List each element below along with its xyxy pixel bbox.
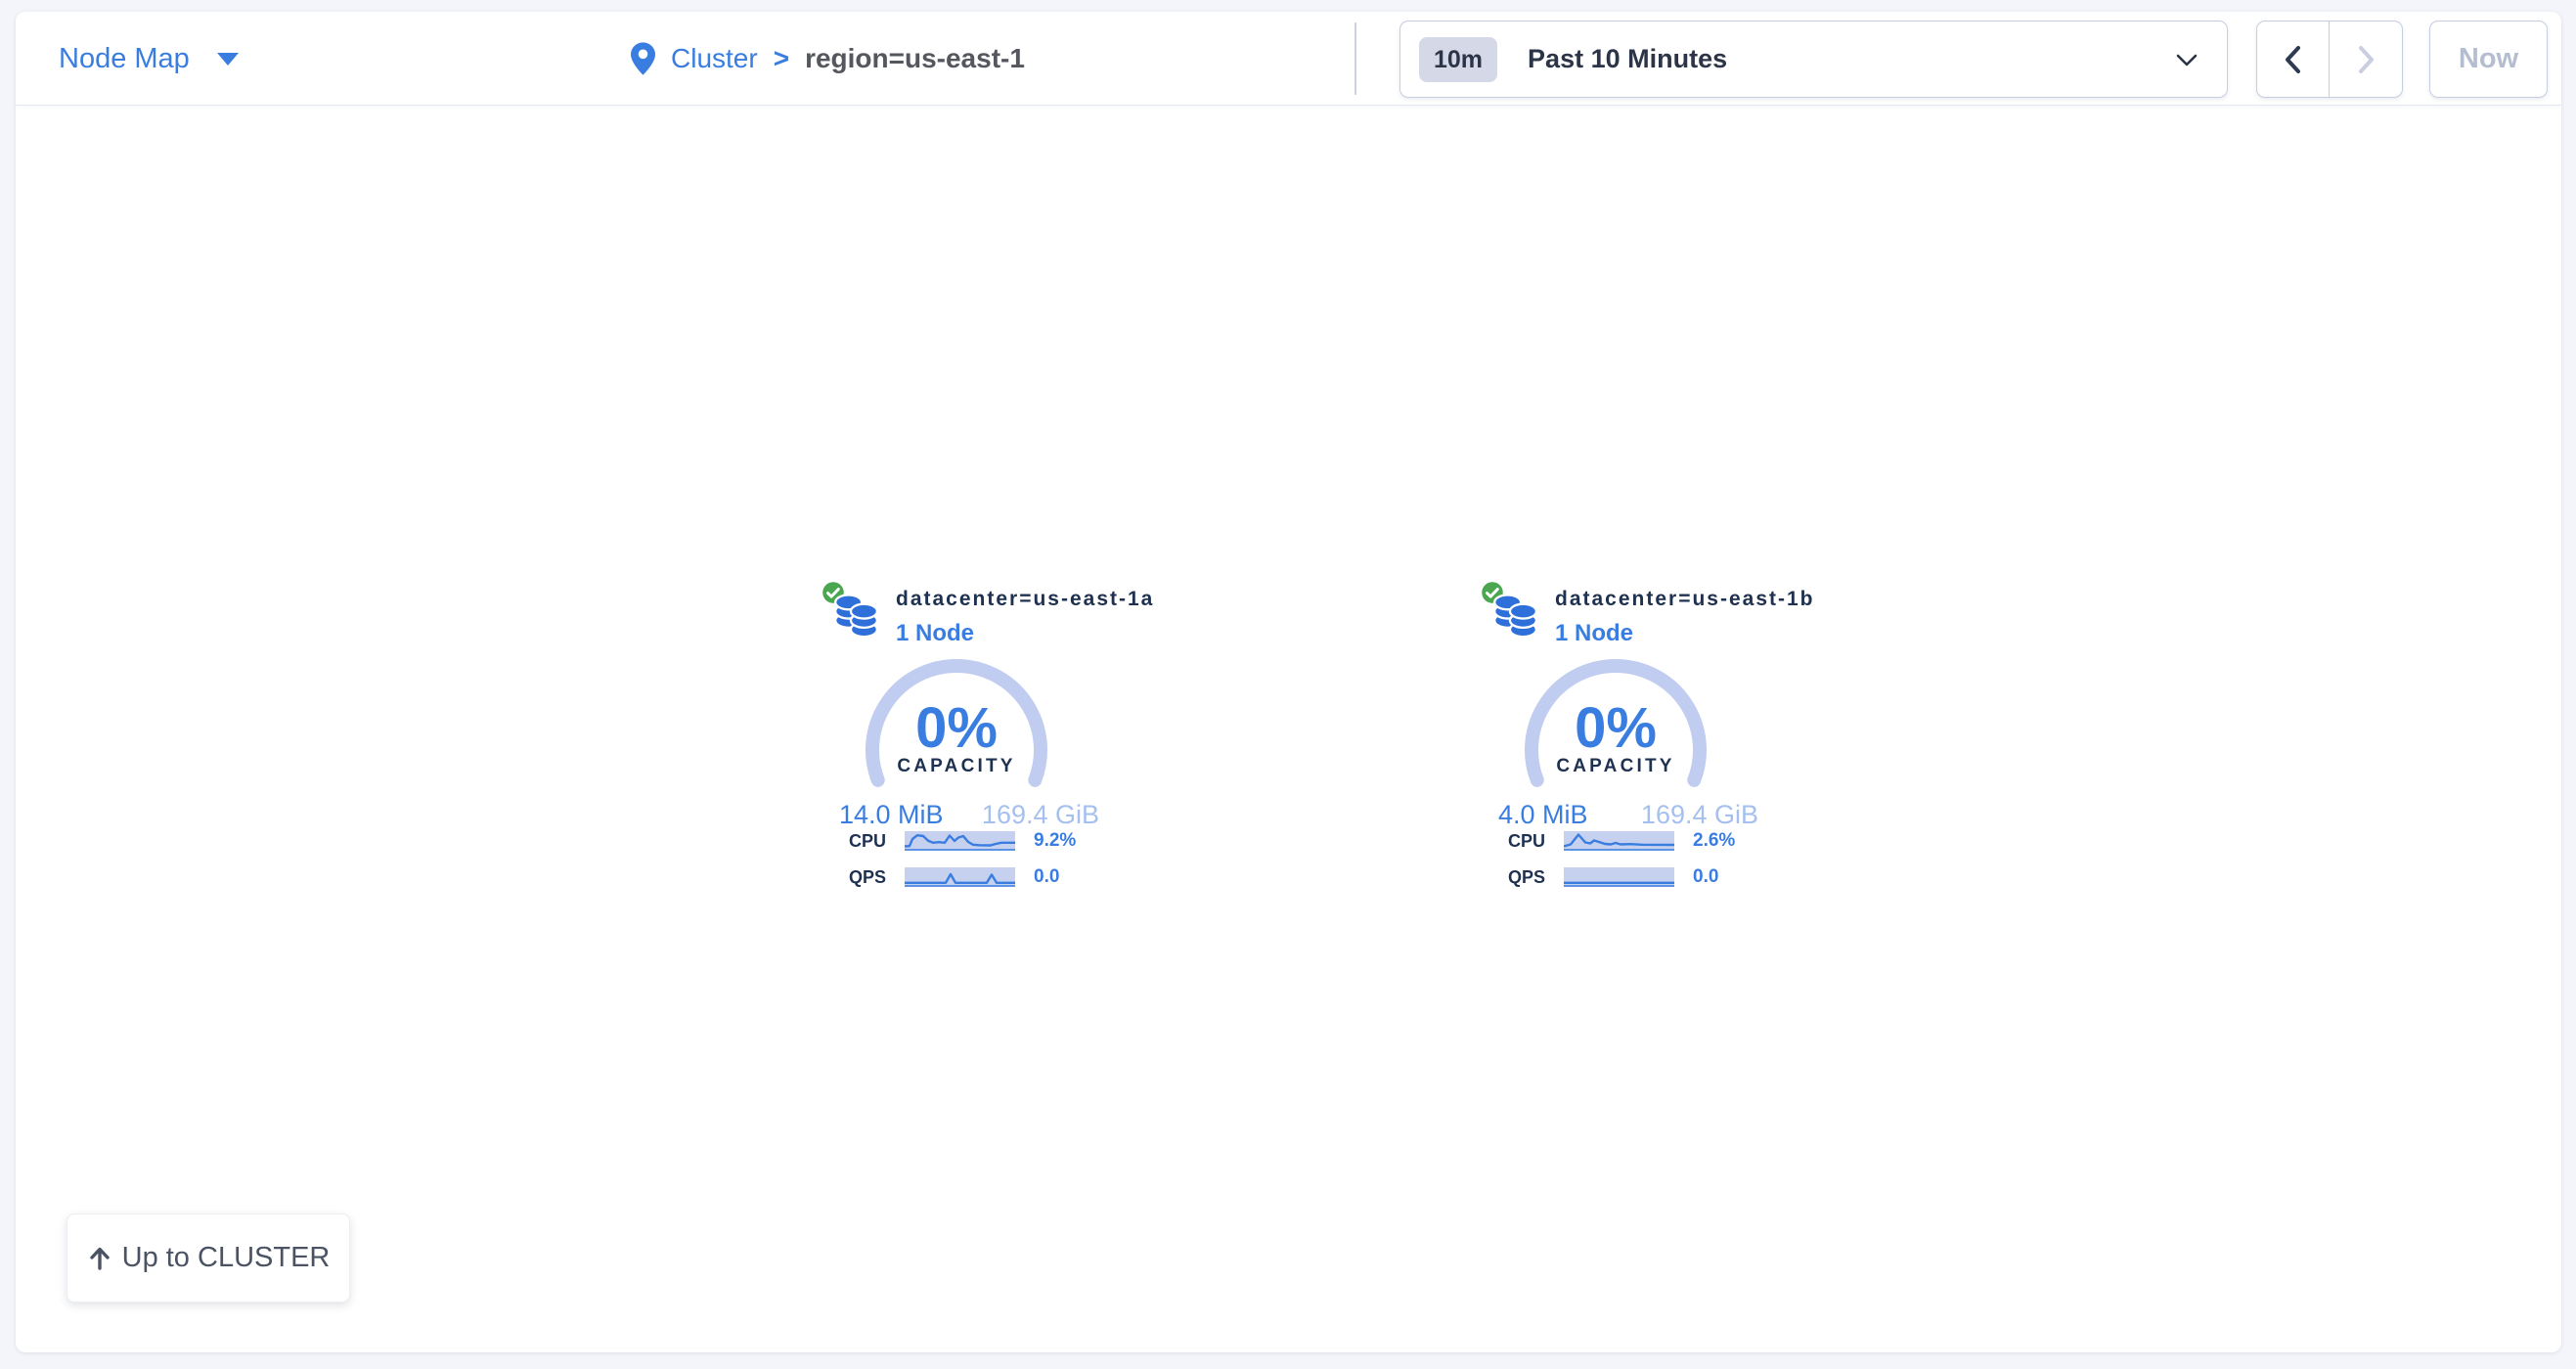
cpu-sparkline [1564, 831, 1674, 851]
capacity-used: 4.0 MiB [1498, 800, 1588, 829]
time-window-label: Past 10 Minutes [1528, 44, 1728, 73]
locality-card-us-east-1a[interactable]: datacenter=us-east-1a 1 Node 0% CAPACITY… [820, 572, 1152, 900]
qps-sparkline [1564, 867, 1674, 887]
capacity-total: 169.4 GiB [1640, 800, 1758, 829]
cpu-value: 9.2% [1034, 830, 1077, 851]
time-nav-group [2256, 21, 2403, 98]
database-stack-icon [833, 588, 880, 643]
capacity-gauge: 0% CAPACITY [1518, 652, 1713, 848]
breadcrumb-separator: > [773, 43, 790, 73]
qps-label: QPS [848, 867, 886, 887]
cpu-row: CPU 9.2% [822, 831, 1115, 851]
time-next-button[interactable] [2330, 22, 2402, 97]
header-divider [1355, 22, 1356, 95]
view-selector-label: Node Map [59, 42, 190, 74]
up-to-cluster-button[interactable]: Up to CLUSTER [67, 1214, 350, 1303]
capacity-gauge: 0% CAPACITY [859, 652, 1054, 848]
qps-value: 0.0 [1693, 866, 1719, 887]
locality-node-count: 1 Node [1555, 620, 1634, 646]
capacity-caption: CAPACITY [1556, 756, 1675, 776]
capacity-used: 14.0 MiB [839, 800, 944, 829]
chevron-down-icon [2176, 54, 2198, 72]
caret-down-icon [216, 52, 239, 66]
time-window-badge: 10m [1419, 36, 1498, 82]
view-selector-dropdown[interactable]: Node Map [59, 12, 239, 106]
chevron-right-icon [2358, 45, 2374, 73]
now-button[interactable]: Now [2429, 21, 2548, 98]
time-prev-button[interactable] [2257, 22, 2330, 97]
breadcrumb-cluster-link[interactable]: Cluster [671, 43, 758, 73]
locality-node-count: 1 Node [896, 620, 975, 646]
breadcrumb-current: region=us-east-1 [805, 43, 1025, 73]
up-to-cluster-label: Up to CLUSTER [121, 1242, 331, 1273]
locality-name: datacenter=us-east-1a [896, 588, 1155, 610]
qps-row: QPS 0.0 [1481, 867, 1774, 887]
node-map-panel: Node Map Cluster > region=us-east-1 10m … [16, 12, 2561, 1352]
time-window-dropdown[interactable]: 10m Past 10 Minutes [1399, 21, 2228, 98]
cpu-label: CPU [1507, 831, 1545, 851]
capacity-values: 14.0 MiB 169.4 GiB [839, 800, 1099, 830]
capacity-total: 169.4 GiB [981, 800, 1099, 829]
cpu-label: CPU [848, 831, 886, 851]
locality-card-us-east-1b[interactable]: datacenter=us-east-1b 1 Node 0% CAPACITY… [1479, 572, 1813, 900]
qps-sparkline [905, 867, 1015, 887]
cpu-value: 2.6% [1693, 830, 1736, 851]
qps-row: QPS 0.0 [822, 867, 1115, 887]
capacity-values: 4.0 MiB 169.4 GiB [1498, 800, 1758, 830]
database-stack-icon [1492, 588, 1539, 643]
capacity-caption: CAPACITY [897, 756, 1016, 776]
chevron-left-icon [2286, 45, 2300, 73]
breadcrumb: Cluster > region=us-east-1 [631, 12, 1025, 106]
locality-name: datacenter=us-east-1b [1555, 588, 1815, 610]
cpu-sparkline [905, 831, 1015, 851]
location-pin-icon [631, 42, 655, 75]
qps-value: 0.0 [1034, 866, 1060, 887]
page-header: Node Map Cluster > region=us-east-1 10m … [16, 12, 2561, 106]
capacity-percent: 0% [1575, 696, 1657, 760]
arrow-up-icon [89, 1247, 110, 1270]
qps-label: QPS [1507, 867, 1545, 887]
cpu-row: CPU 2.6% [1481, 831, 1774, 851]
capacity-percent: 0% [915, 696, 998, 760]
